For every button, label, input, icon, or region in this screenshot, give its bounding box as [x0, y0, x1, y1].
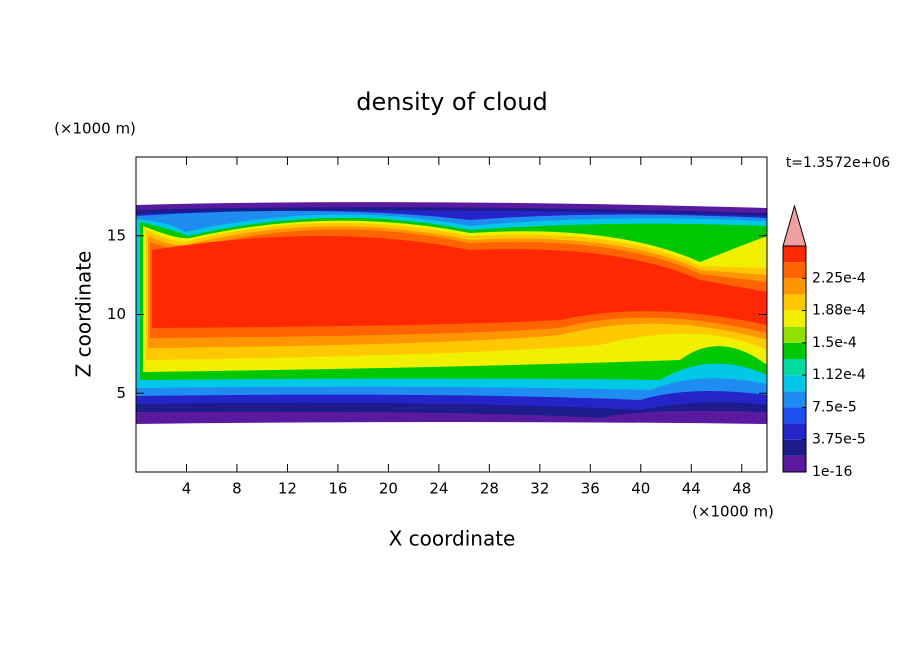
colorbar-tick-label: 1.5e-4: [812, 335, 857, 351]
x-tick-label: 40: [631, 480, 650, 498]
x-tick-label: 16: [328, 480, 347, 498]
y-axis-label: Z coordinate: [72, 251, 96, 378]
colorbar-band: [783, 294, 806, 311]
y-tick-label: 5: [116, 384, 126, 402]
x-tick-label: 4: [182, 480, 192, 498]
x-axis-label: X coordinate: [389, 527, 516, 551]
colorbar-band: [783, 439, 806, 456]
colorbar-tick-label: 2.25e-4: [812, 270, 866, 286]
colorbar-frame: [782, 245, 807, 473]
colorbar-band: [783, 375, 806, 392]
x-tick-label: 44: [682, 480, 701, 498]
colorbar-band: [783, 423, 806, 440]
colorbar-tick-label: 1.88e-4: [812, 303, 866, 319]
colorbar-band: [783, 246, 806, 263]
x-tick-label: 24: [429, 480, 448, 498]
chart-title: density of cloud: [356, 88, 547, 116]
colorbar-extend: [782, 204, 807, 247]
y-unit: (×1000 m): [54, 120, 136, 138]
x-tick-label: 36: [581, 480, 600, 498]
x-tick-label: 20: [379, 480, 398, 498]
colorbar-tick-label: 7.5e-5: [812, 399, 857, 415]
y-tick-label: 15: [107, 226, 126, 244]
x-unit: (×1000 m): [692, 503, 774, 521]
colorbar-tick-label: 1e-16: [812, 464, 852, 480]
colorbar-band: [783, 262, 806, 279]
colorbar-band: [783, 278, 806, 295]
x-tick-label: 48: [732, 480, 751, 498]
x-tick-label: 12: [278, 480, 297, 498]
colorbar-band: [783, 407, 806, 424]
colorbar-band: [783, 391, 806, 408]
contour-field: [136, 202, 767, 424]
x-tick-label: 28: [480, 480, 499, 498]
colorbar-band: [783, 326, 806, 343]
x-tick-label: 32: [530, 480, 549, 498]
colorbar-tick-label: 3.75e-5: [812, 432, 866, 448]
y-tick-label: 10: [107, 305, 126, 323]
colorbar-band: [783, 359, 806, 376]
x-tick-label: 8: [232, 480, 242, 498]
time-annotation: t=1.3572e+06: [786, 155, 890, 171]
colorbar-band: [783, 455, 806, 472]
colorbar-tick-label: 1.12e-4: [812, 367, 866, 383]
colorbar-band: [783, 342, 806, 359]
colorbar-band: [783, 310, 806, 327]
